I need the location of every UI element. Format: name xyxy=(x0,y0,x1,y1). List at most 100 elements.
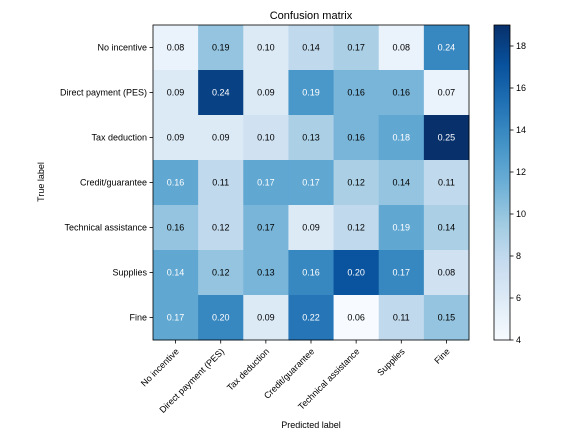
cell-value-label: 0.17 xyxy=(347,43,365,53)
y-tick-label: No incentive xyxy=(97,43,147,53)
heatmap-cell xyxy=(288,25,335,71)
colorbar-tick-label: 16 xyxy=(516,83,526,93)
heatmap-cell xyxy=(198,160,244,206)
heatmap-cell xyxy=(423,295,470,341)
colorbar-tick-label: 6 xyxy=(516,293,521,303)
cell-value-label: 0.09 xyxy=(167,88,185,98)
cell-value-label: 0.19 xyxy=(393,223,411,233)
cell-value-label: 0.09 xyxy=(302,223,320,233)
cell-value-label: 0.16 xyxy=(302,268,320,278)
cell-value-labels: 0.08 0.19 0.10 0.14 0.17 0.08 0.24 0.09 0.24 0.09… xyxy=(167,43,455,323)
heatmap-cell xyxy=(378,70,425,116)
heatmap-cell xyxy=(423,160,470,206)
colorbar xyxy=(493,24,511,341)
heatmap-cell xyxy=(198,70,244,116)
cell-value-label: 0.20 xyxy=(212,313,230,323)
heatmap-cell xyxy=(153,250,199,296)
cell-value-label: 0.08 xyxy=(393,43,411,53)
y-tick-label: Supplies xyxy=(112,268,147,278)
cell-value-label: 0.24 xyxy=(438,43,456,53)
colorbar-tick-label: 10 xyxy=(516,209,526,219)
cell-value-label: 0.10 xyxy=(257,43,275,53)
heatmap-cell xyxy=(423,115,470,161)
cell-value-label: 0.09 xyxy=(212,133,230,143)
heatmap-cells xyxy=(153,25,470,341)
heatmap-cell xyxy=(333,205,380,251)
x-axis-label: Predicted label xyxy=(281,420,341,430)
heatmap-cell xyxy=(153,295,199,341)
y-tick-label: Credit/guarantee xyxy=(80,178,147,188)
cell-value-label: 0.11 xyxy=(438,178,455,188)
heatmap-cell xyxy=(333,25,380,71)
heatmap-cell xyxy=(243,205,289,251)
heatmap-cell xyxy=(288,115,335,161)
cell-value-label: 0.09 xyxy=(257,313,275,323)
heatmap-cell xyxy=(198,205,244,251)
cell-value-label: 0.19 xyxy=(212,43,230,53)
heatmap-cell xyxy=(378,250,425,296)
heatmap-cell xyxy=(423,250,470,296)
cell-value-label: 0.07 xyxy=(438,88,456,98)
cell-value-label: 0.25 xyxy=(438,133,456,143)
heatmap-cell xyxy=(423,70,470,116)
heatmap-cell xyxy=(243,160,289,206)
cell-value-label: 0.14 xyxy=(393,178,411,188)
heatmap-cell xyxy=(198,115,244,161)
heatmap-cell xyxy=(333,115,380,161)
cell-value-label: 0.18 xyxy=(393,133,411,143)
heatmap-cell xyxy=(288,250,335,296)
cell-value-label: 0.24 xyxy=(212,88,230,98)
heatmap-cell xyxy=(153,25,199,71)
cell-value-label: 0.16 xyxy=(347,88,365,98)
cell-value-label: 0.17 xyxy=(302,178,320,188)
cell-value-label: 0.16 xyxy=(167,223,185,233)
heatmap-cell xyxy=(333,70,380,116)
cell-value-label: 0.17 xyxy=(393,268,411,278)
colorbar-tick-label: 18 xyxy=(516,41,526,51)
colorbar-tick-label: 8 xyxy=(516,251,521,261)
chart-title: Confusion matrix xyxy=(270,10,353,22)
colorbar-tick-label: 4 xyxy=(516,335,521,345)
x-tick-label: No incentive xyxy=(139,346,181,388)
heatmap-cell xyxy=(288,295,335,341)
heatmap-cell xyxy=(198,250,244,296)
cell-value-label: 0.16 xyxy=(347,133,365,143)
heatmap-cell xyxy=(378,205,425,251)
heatmap-cell xyxy=(288,160,335,206)
cell-value-label: 0.11 xyxy=(212,178,229,188)
heatmap-cell xyxy=(243,250,289,296)
cell-value-label: 0.12 xyxy=(212,268,230,278)
heatmap-cell xyxy=(423,205,470,251)
x-tick-label: Supplies xyxy=(375,346,407,378)
y-tick-label: Tax deduction xyxy=(91,133,147,143)
cell-value-label: 0.16 xyxy=(393,88,411,98)
x-tick-label: Tax deduction xyxy=(225,346,271,392)
heatmap-cell xyxy=(423,25,470,71)
cell-value-label: 0.11 xyxy=(393,313,410,323)
heatmap-cell xyxy=(378,115,425,161)
cell-value-label: 0.14 xyxy=(302,43,320,53)
y-axis-label: True label xyxy=(36,162,46,202)
heatmap-cell xyxy=(333,160,380,206)
cell-value-label: 0.20 xyxy=(347,268,365,278)
cell-value-label: 0.17 xyxy=(257,178,275,188)
heatmap-cell xyxy=(198,295,244,341)
cell-value-label: 0.06 xyxy=(347,313,365,323)
cell-value-label: 0.19 xyxy=(302,88,320,98)
heatmap-cell xyxy=(288,205,335,251)
cell-value-label: 0.12 xyxy=(212,223,230,233)
cell-value-label: 0.12 xyxy=(347,178,365,188)
heatmap-cell xyxy=(243,295,289,341)
heatmap-cell xyxy=(333,295,380,341)
heatmap-cell xyxy=(378,25,425,71)
heatmap-cell xyxy=(153,115,199,161)
heatmap-cell xyxy=(153,205,199,251)
heatmap-cell xyxy=(378,295,425,341)
cell-value-label: 0.22 xyxy=(302,313,320,323)
cell-value-label: 0.13 xyxy=(302,133,320,143)
colorbar-tick-label: 14 xyxy=(516,125,526,135)
heatmap-cell xyxy=(378,160,425,206)
cell-value-label: 0.17 xyxy=(167,313,185,323)
